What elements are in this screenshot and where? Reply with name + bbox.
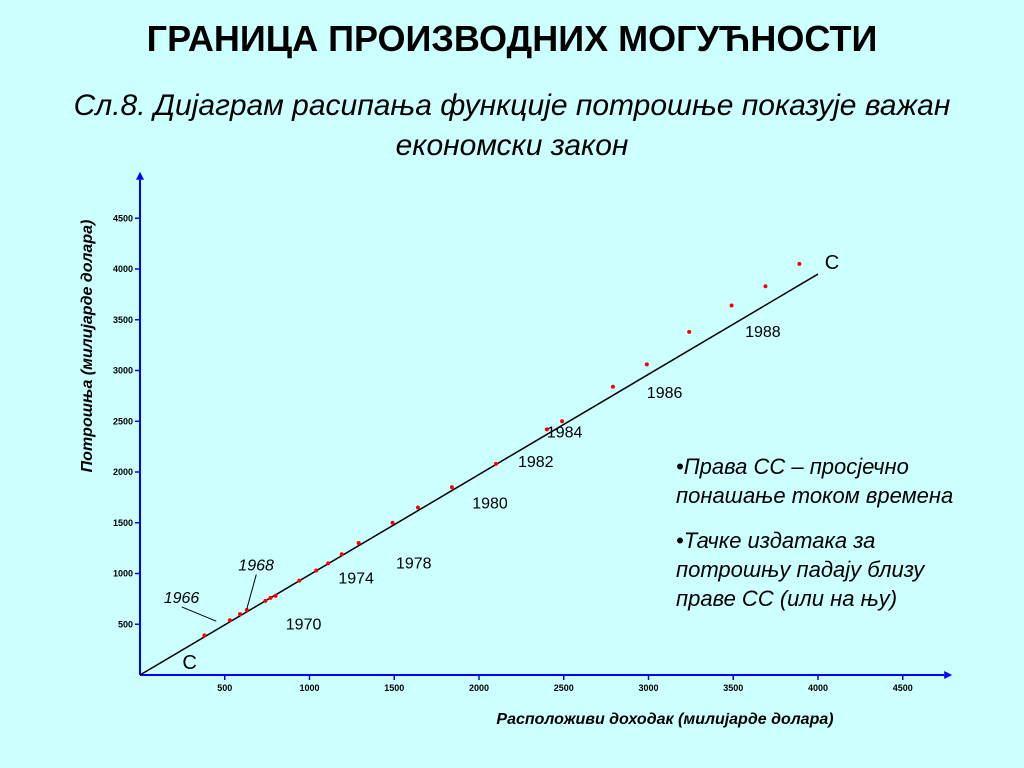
data-point	[797, 261, 802, 266]
data-point	[729, 303, 734, 308]
x-tick-label: 4500	[893, 683, 913, 693]
line-label-c: C	[825, 252, 839, 274]
data-point	[415, 505, 420, 510]
year-label: 1980	[472, 496, 508, 513]
y-tick-label: 500	[118, 619, 133, 629]
y-tick-label: 3500	[113, 315, 133, 325]
data-point	[263, 598, 268, 603]
x-axis-title: Расположиви доходак (милијарде долара)	[496, 711, 833, 728]
year-label: 1966	[164, 590, 200, 607]
year-label: 1986	[647, 385, 683, 402]
data-point	[644, 362, 649, 367]
data-point	[326, 561, 331, 566]
x-axis-arrow-icon	[944, 671, 953, 679]
data-point	[268, 595, 273, 600]
data-point	[449, 485, 454, 490]
data-point	[273, 593, 278, 598]
year-leader-line	[246, 574, 257, 610]
y-tick-label: 4500	[113, 213, 133, 223]
note-line-cc: •Права CC – просјечно понашање током вре…	[676, 454, 954, 508]
x-tick-label: 1500	[384, 683, 404, 693]
y-tick-label: 3000	[113, 366, 133, 376]
data-point	[297, 578, 302, 583]
x-tick-label: 2500	[554, 683, 574, 693]
data-point	[390, 520, 395, 525]
x-tick-label: 1000	[299, 683, 319, 693]
data-point	[202, 633, 207, 638]
data-point	[227, 618, 232, 623]
data-point	[610, 384, 615, 389]
note-points-near-line: •Тачке издатака за потрошњу падају близу…	[676, 528, 925, 611]
y-tick-label: 1500	[113, 518, 133, 528]
y-axis-arrow-icon	[136, 171, 144, 180]
y-tick-label: 2000	[113, 467, 133, 477]
notes-box: •Права CC – просјечно понашање током вре…	[676, 452, 976, 629]
x-tick-label: 3500	[723, 683, 743, 693]
data-point	[560, 419, 565, 424]
line-label-c: C	[182, 652, 196, 674]
y-tick-label: 4000	[113, 264, 133, 274]
y-tick-label: 1000	[113, 569, 133, 579]
data-point	[356, 541, 361, 546]
data-point	[687, 329, 692, 334]
y-axis-title: Потрошња (милијарде долара)	[79, 220, 96, 473]
data-point	[493, 461, 498, 466]
x-tick-label: 4000	[808, 683, 828, 693]
x-tick-label: 3000	[638, 683, 658, 693]
x-tick-label: 500	[217, 683, 232, 693]
data-point	[763, 284, 768, 289]
page-title: ГРАНИЦА ПРОИЗВОДНИХ МОГУЋНОСТИ	[146, 18, 878, 59]
year-label: 1974	[338, 571, 374, 588]
data-point	[244, 608, 249, 613]
year-label: 1978	[396, 555, 432, 572]
figure-caption: Сл.8. Дијаграм расипања функције потрошњ…	[73, 89, 951, 162]
data-point	[339, 552, 344, 557]
consumption-line-cc	[139, 273, 819, 676]
x-tick-label: 2000	[469, 683, 489, 693]
y-tick-label: 2500	[113, 416, 133, 426]
year-label: 1970	[286, 616, 322, 633]
year-leader-line	[181, 606, 217, 622]
year-label: 1984	[547, 424, 583, 441]
data-point	[238, 612, 243, 617]
data-point	[314, 568, 319, 573]
year-label: 1988	[745, 324, 781, 341]
data-point	[544, 427, 549, 432]
year-label: 1982	[518, 454, 554, 471]
year-label: 1968	[238, 557, 274, 574]
